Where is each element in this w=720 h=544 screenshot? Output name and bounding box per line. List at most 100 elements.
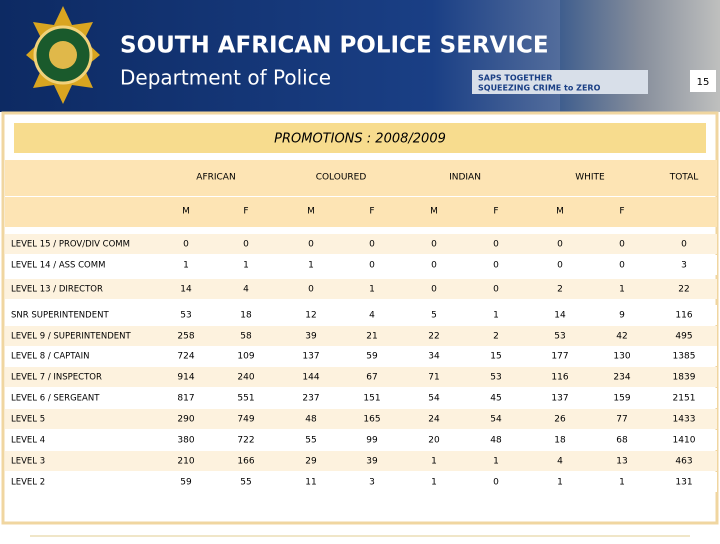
cell-value: 0 <box>493 240 499 250</box>
cell-value: 0 <box>369 240 375 250</box>
cell-value: 724 <box>177 352 194 362</box>
cell-value: 42 <box>616 332 627 342</box>
cell-value: 116 <box>675 311 692 321</box>
sub-header: M <box>430 207 438 217</box>
police-logo <box>26 6 100 104</box>
cell-value: 109 <box>237 352 254 362</box>
cell-value: 1433 <box>673 415 696 425</box>
cell-value: 53 <box>490 373 501 383</box>
cell-value: 1 <box>557 478 563 488</box>
cell-value: 144 <box>302 373 319 383</box>
row-label: LEVEL 15 / PROV/DIV COMM <box>11 240 130 250</box>
table-row <box>5 367 717 387</box>
cell-value: 237 <box>302 394 319 404</box>
group-header: TOTAL <box>669 173 699 183</box>
slogan-line: SAPS TOGETHER <box>478 74 552 83</box>
table-row <box>5 305 717 325</box>
row-label: LEVEL 4 <box>11 436 45 446</box>
row-label: LEVEL 6 / SERGEANT <box>11 394 100 404</box>
cell-value: 290 <box>177 415 194 425</box>
cell-value: 0 <box>619 261 625 271</box>
cell-value: 2 <box>493 332 499 342</box>
cell-value: 159 <box>613 394 630 404</box>
table-row <box>5 388 717 408</box>
cell-value: 15 <box>490 352 501 362</box>
cell-value: 137 <box>551 394 568 404</box>
cell-value: 29 <box>305 457 317 467</box>
cell-value: 722 <box>237 436 254 446</box>
group-header-row <box>5 160 717 196</box>
cell-value: 137 <box>302 352 319 362</box>
cell-value: 165 <box>363 415 380 425</box>
cell-value: 2151 <box>673 394 696 404</box>
cell-value: 14 <box>554 311 566 321</box>
cell-value: 58 <box>240 332 252 342</box>
cell-value: 0 <box>493 478 499 488</box>
cell-value: 1 <box>619 478 625 488</box>
sub-header: M <box>182 207 190 217</box>
cell-value: 0 <box>431 261 437 271</box>
cell-value: 39 <box>366 457 378 467</box>
table-row <box>5 472 717 492</box>
cell-value: 26 <box>554 415 566 425</box>
table-row <box>5 255 717 275</box>
cell-value: 34 <box>428 352 440 362</box>
cell-value: 463 <box>675 457 692 467</box>
cell-value: 551 <box>237 394 254 404</box>
cell-value: 240 <box>237 373 254 383</box>
cell-value: 55 <box>240 478 251 488</box>
cell-value: 48 <box>490 436 502 446</box>
cell-value: 258 <box>177 332 194 342</box>
cell-value: 53 <box>180 311 191 321</box>
cell-value: 1839 <box>673 373 696 383</box>
cell-value: 45 <box>490 394 501 404</box>
row-label: LEVEL 3 <box>11 457 45 467</box>
cell-value: 210 <box>177 457 194 467</box>
cell-value: 22 <box>678 285 689 295</box>
cell-value: 1 <box>369 285 375 295</box>
sub-header-row <box>5 197 717 227</box>
table-row <box>5 409 717 429</box>
cell-value: 11 <box>305 478 316 488</box>
row-label: LEVEL 2 <box>11 478 45 488</box>
promotions-table: AFRICAN COLOURED INDIAN WHITE TOTAL M F M F M F M F L… <box>5 160 717 492</box>
slogan-line: SQUEEZING CRIME to ZERO <box>478 84 601 93</box>
sub-header: F <box>243 207 248 217</box>
row-label: LEVEL 8 / CAPTAIN <box>11 352 90 362</box>
cell-value: 116 <box>551 373 568 383</box>
group-header: INDIAN <box>449 173 481 183</box>
cell-value: 0 <box>493 261 499 271</box>
table-row <box>5 346 717 366</box>
cell-value: 68 <box>616 436 628 446</box>
group-header: COLOURED <box>316 173 367 183</box>
cell-value: 21 <box>366 332 377 342</box>
cell-value: 5 <box>431 311 437 321</box>
cell-value: 130 <box>613 352 630 362</box>
cell-value: 1 <box>308 261 314 271</box>
cell-value: 77 <box>616 415 627 425</box>
cell-value: 18 <box>554 436 566 446</box>
sub-header: F <box>493 207 498 217</box>
cell-value: 24 <box>428 415 440 425</box>
cell-value: 99 <box>366 436 378 446</box>
cell-value: 1 <box>431 457 437 467</box>
cell-value: 39 <box>305 332 317 342</box>
cell-value: 0 <box>557 240 563 250</box>
row-label: LEVEL 5 <box>11 415 45 425</box>
cell-value: 1 <box>183 261 189 271</box>
page-number: 15 <box>697 77 710 88</box>
cell-value: 3 <box>681 261 687 271</box>
cell-value: 13 <box>616 457 627 467</box>
table-row <box>5 326 717 346</box>
cell-value: 54 <box>490 415 502 425</box>
cell-value: 495 <box>675 332 692 342</box>
cell-value: 0 <box>431 240 437 250</box>
cell-value: 18 <box>240 311 252 321</box>
cell-value: 2 <box>557 285 563 295</box>
table-row <box>5 451 717 471</box>
cell-value: 71 <box>428 373 439 383</box>
cell-value: 1410 <box>673 436 696 446</box>
cell-value: 166 <box>237 457 254 467</box>
cell-value: 0 <box>557 261 563 271</box>
